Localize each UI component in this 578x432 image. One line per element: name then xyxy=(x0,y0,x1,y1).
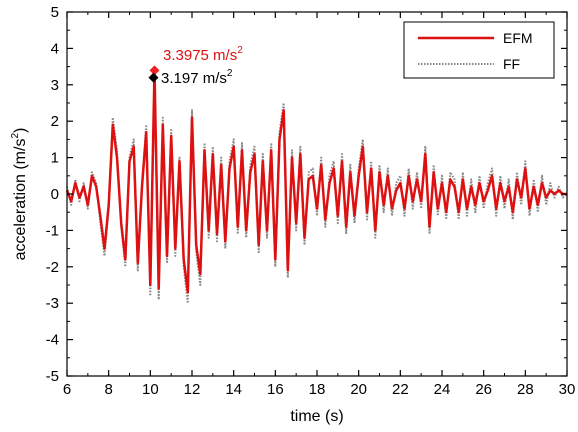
x-tick-label: 12 xyxy=(184,381,201,398)
x-tick-label: 22 xyxy=(392,381,409,398)
y-tick-label: -5 xyxy=(46,368,59,385)
y-tick-label: 2 xyxy=(51,113,59,130)
x-tick-label: 18 xyxy=(309,381,326,398)
legend: EFM FF xyxy=(403,21,555,79)
x-tick-label: 30 xyxy=(559,381,576,398)
legend-box xyxy=(403,21,555,79)
legend-label-ff: FF xyxy=(503,56,520,72)
x-tick-label: 16 xyxy=(267,381,284,398)
peak-marker-ff xyxy=(148,72,159,83)
x-tick-label: 28 xyxy=(517,381,534,398)
series-line-efm xyxy=(65,68,567,294)
x-tick-label: 10 xyxy=(142,381,159,398)
x-tick-label: 6 xyxy=(63,381,71,398)
x-tick-label: 8 xyxy=(104,381,112,398)
x-tick-label: 20 xyxy=(350,381,367,398)
x-tick-label: 26 xyxy=(475,381,492,398)
y-tick-label: 5 xyxy=(51,4,59,21)
y-tick-label: 3 xyxy=(51,77,59,94)
y-tick-label: -4 xyxy=(46,332,59,349)
y-tick-label: -2 xyxy=(46,259,59,276)
legend-label-efm: EFM xyxy=(503,30,533,46)
peak-label-efm: 3.3975 m/s2 xyxy=(163,45,243,64)
y-tick-label: -3 xyxy=(46,295,59,312)
x-axis-label: time (s) xyxy=(290,408,343,425)
y-tick-label: -1 xyxy=(46,222,59,239)
y-axis-label: acceleration (m/s2) xyxy=(10,128,29,261)
y-tick-label: 1 xyxy=(51,150,59,167)
x-tick-label: 14 xyxy=(225,381,242,398)
series-layer xyxy=(65,68,568,305)
peak-marker-efm xyxy=(149,65,160,76)
y-tick-label: 4 xyxy=(51,40,59,57)
y-tick-label: 0 xyxy=(51,186,59,203)
x-tick-label: 24 xyxy=(434,381,451,398)
peak-markers xyxy=(148,65,160,83)
peak-label-ff: 3.197 m/s2 xyxy=(161,68,233,87)
